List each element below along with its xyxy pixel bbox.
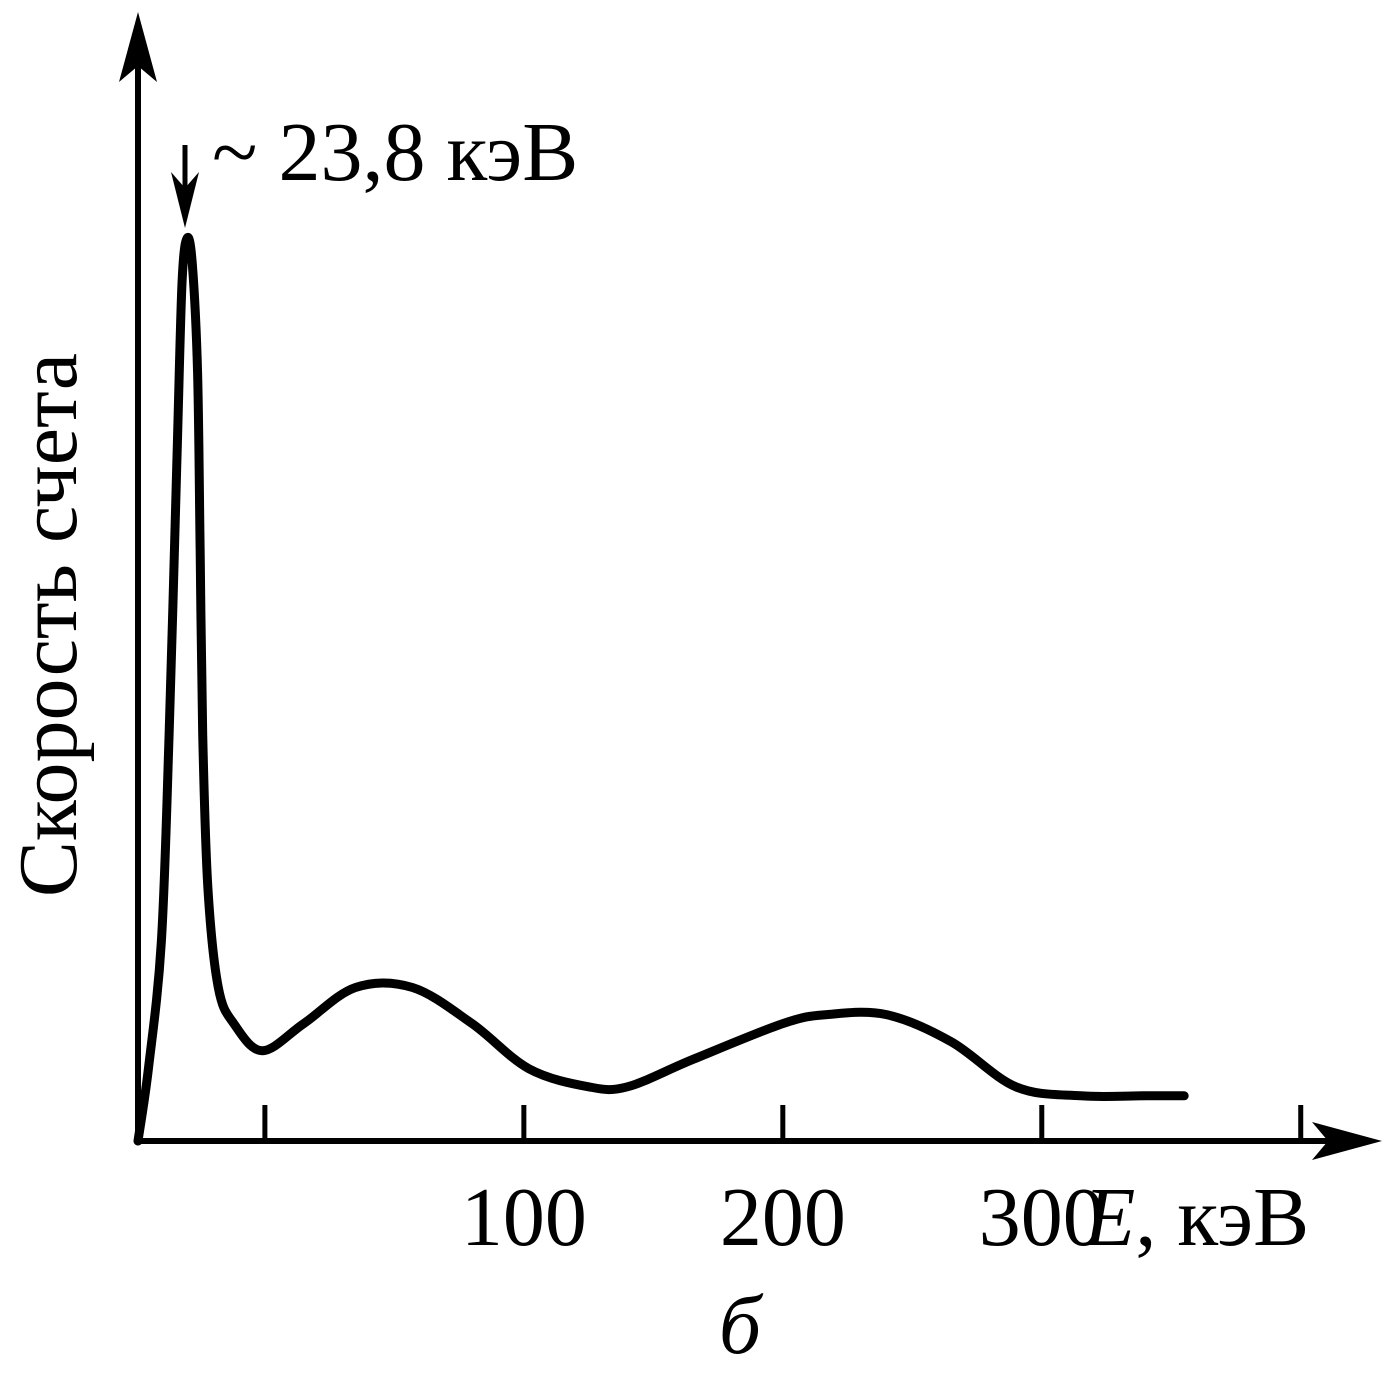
data-series (133, 232, 1189, 1146)
axes (119, 12, 1382, 1160)
x-tick-label-300: 300 (979, 1171, 1105, 1264)
x-axis-arrow (1312, 1122, 1382, 1160)
x-axis-variable: E (1083, 1171, 1135, 1264)
y-axis-arrow (119, 12, 157, 82)
x-tick-label-100: 100 (461, 1171, 587, 1264)
annotation-label: ~ 23,8 кэВ (212, 106, 578, 199)
x-ticks (262, 1105, 1304, 1141)
peak-annotation: ~ 23,8 кэВ (171, 106, 578, 228)
x-axis-label: E, кэВ (1083, 1171, 1309, 1264)
series-line-0 (133, 232, 1189, 1146)
x-axis-unit: , кэВ (1135, 1171, 1309, 1264)
y-axis-label: Скорость счета (2, 353, 95, 897)
x-tick-labels: 100 200 300 (461, 1171, 1105, 1264)
annotation-arrow-head (171, 172, 199, 228)
panel-label: б (719, 1279, 764, 1372)
x-tick-label-200: 200 (720, 1171, 846, 1264)
